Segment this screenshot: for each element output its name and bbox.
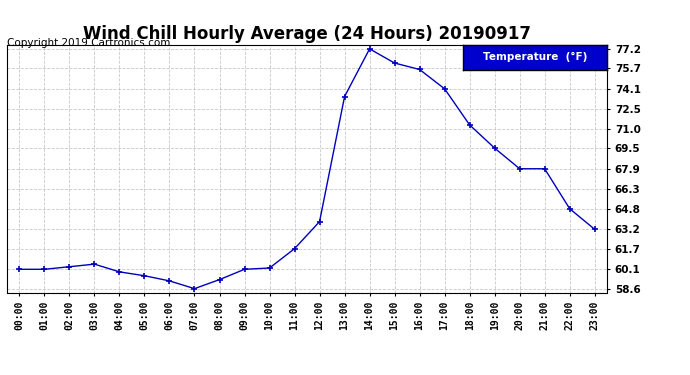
Title: Wind Chill Hourly Average (24 Hours) 20190917: Wind Chill Hourly Average (24 Hours) 201… xyxy=(83,26,531,44)
Text: Copyright 2019 Cartronics.com: Copyright 2019 Cartronics.com xyxy=(7,38,170,48)
